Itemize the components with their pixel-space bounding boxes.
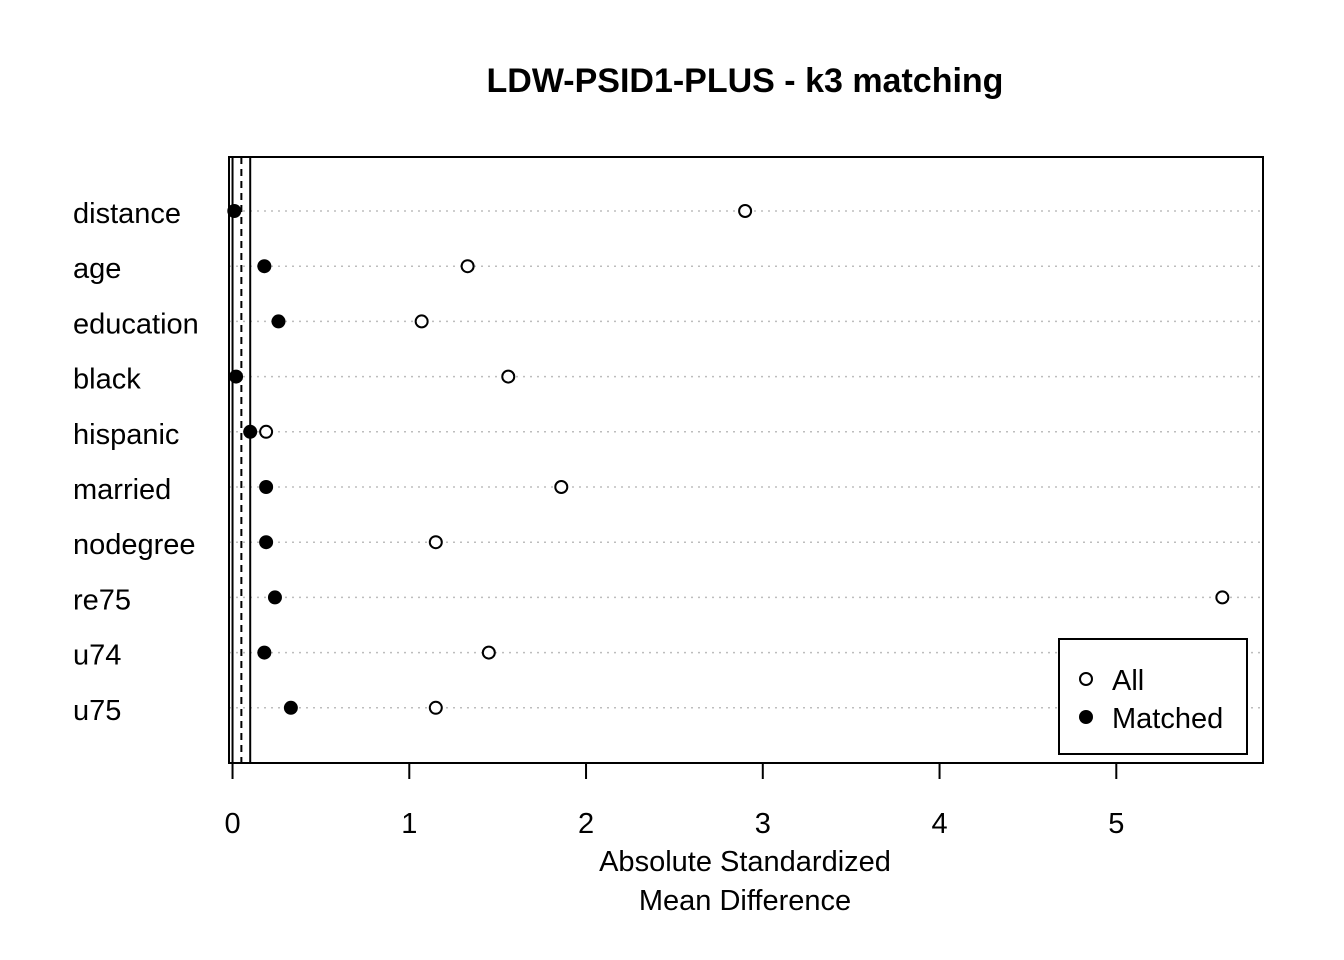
category-label-u75: u75 [73, 695, 121, 727]
matched-point-re75 [267, 590, 282, 605]
matched-point-u75 [283, 700, 298, 715]
all-point-re75 [1215, 590, 1230, 605]
x-tick-label-4: 4 [931, 808, 947, 840]
legend-matched-marker [1079, 710, 1093, 724]
category-label-re75: re75 [73, 584, 131, 616]
x-axis-label-line-2: Mean Difference [639, 885, 851, 917]
matched-point-distance [227, 204, 242, 218]
category-label-nodegree: nodegree [73, 529, 196, 561]
category-label-married: married [73, 474, 171, 506]
matched-point-married [259, 480, 274, 494]
all-point-age [460, 259, 475, 274]
all-point-u75 [428, 700, 443, 715]
x-axis-label-line-1: Absolute Standardized [599, 846, 891, 878]
x-tick-label-0: 0 [224, 808, 240, 840]
legend-all-marker [1079, 672, 1093, 686]
category-label-u74: u74 [73, 640, 121, 672]
category-label-hispanic: hispanic [73, 419, 179, 451]
matched-point-age [257, 259, 272, 274]
all-point-education [414, 314, 429, 329]
legend-all-label: All [1112, 665, 1144, 697]
all-point-nodegree [428, 535, 443, 550]
category-label-education: education [73, 308, 199, 340]
x-tick-label-2: 2 [578, 808, 594, 840]
x-tick-label-3: 3 [755, 808, 771, 840]
x-tick-label-5: 5 [1108, 808, 1124, 840]
all-point-married [554, 480, 569, 494]
legend-box [1058, 638, 1248, 755]
category-label-age: age [73, 253, 121, 285]
matched-point-black [229, 369, 244, 384]
category-label-distance: distance [73, 198, 181, 230]
all-point-black [501, 369, 516, 384]
category-label-black: black [73, 364, 141, 396]
matched-point-u74 [257, 645, 272, 660]
all-point-distance [738, 204, 753, 218]
chart-title: LDW-PSID1-PLUS - k3 matching [487, 62, 1004, 100]
matched-point-nodegree [259, 535, 274, 550]
x-tick-label-1: 1 [401, 808, 417, 840]
matched-point-hispanic [243, 424, 258, 439]
all-point-u74 [481, 645, 496, 660]
legend-matched-label: Matched [1112, 703, 1223, 735]
all-point-hispanic [259, 424, 274, 439]
legend: All Matched [1058, 638, 1248, 755]
matched-point-education [271, 314, 286, 329]
